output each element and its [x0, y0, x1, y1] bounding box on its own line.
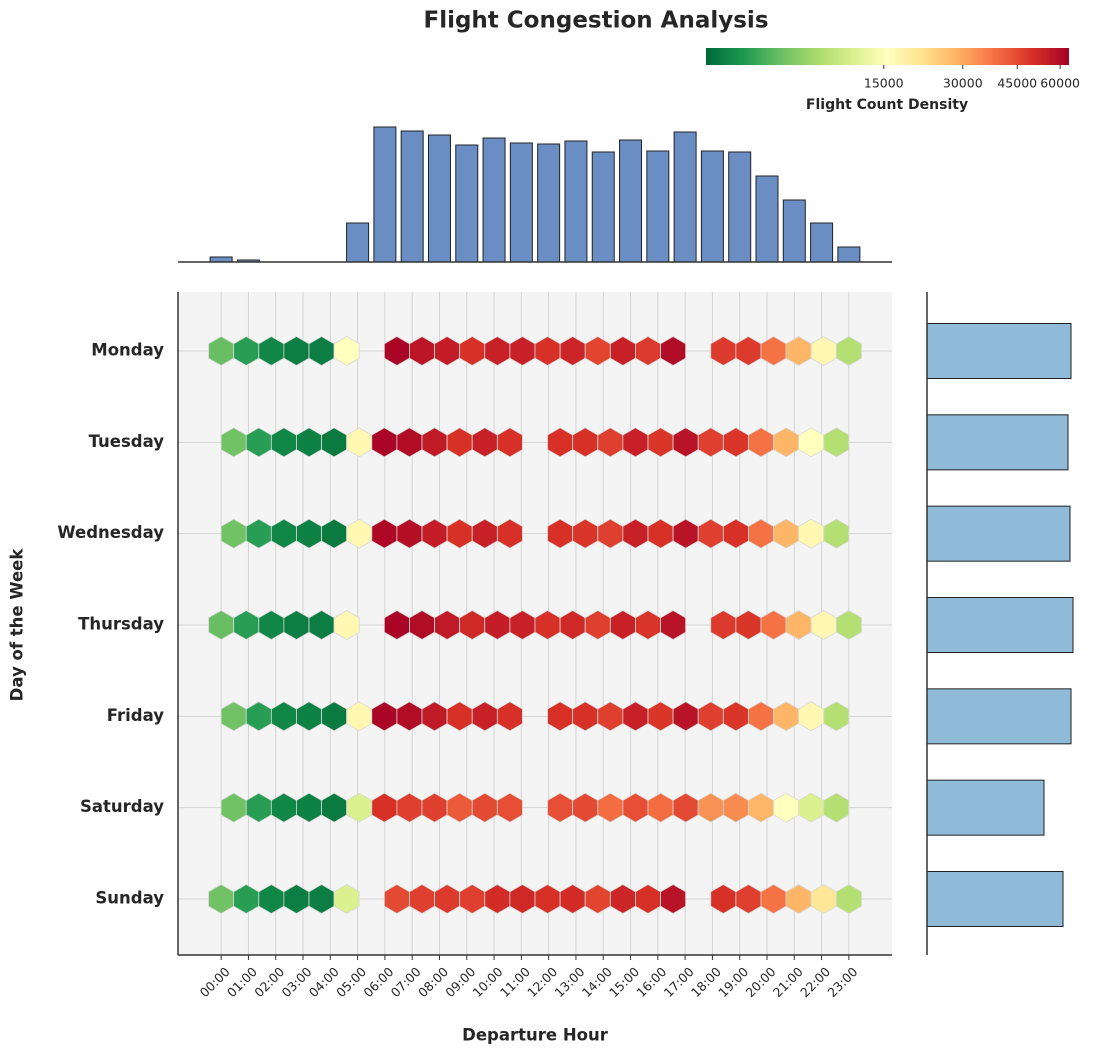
x-tick-label: 23:00	[824, 964, 860, 1000]
colorbar-tick-label: 45000	[997, 76, 1037, 91]
hour-bar	[482, 137, 506, 263]
x-tick-label: 17:00	[661, 964, 697, 1000]
hour-bar	[427, 134, 451, 263]
x-tick-label: 08:00	[415, 964, 451, 1000]
hour-bar	[673, 131, 697, 263]
hex-cell	[835, 336, 862, 366]
y-tick-label: Wednesday	[57, 523, 164, 542]
x-tick-label: 06:00	[360, 964, 396, 1000]
hour-bar	[591, 151, 615, 263]
y-tick-label: Friday	[107, 706, 164, 725]
x-tick-label: 18:00	[688, 964, 724, 1000]
y-tick-label: Sunday	[95, 889, 164, 908]
hex-cell	[823, 427, 850, 458]
y-tick-label: Tuesday	[89, 432, 165, 451]
y-tick-label: Saturday	[80, 797, 164, 816]
hex-cell	[660, 884, 687, 914]
hour-bar	[728, 151, 752, 263]
hour-bar	[810, 222, 834, 263]
x-tick-label: 12:00	[524, 964, 560, 1000]
hour-bar	[564, 140, 588, 263]
hex-cell	[333, 336, 360, 366]
day-bar	[926, 688, 1072, 745]
hex-cell	[835, 610, 862, 640]
x-tick-label: 03:00	[279, 964, 315, 1000]
y-tick-label: Monday	[91, 341, 164, 360]
hour-bar	[700, 150, 724, 263]
hex-cell	[823, 701, 850, 732]
hex-cell	[660, 610, 687, 640]
hex-cell	[823, 518, 850, 549]
colorbar-tick-label: 15000	[864, 76, 904, 91]
hex-cell	[823, 792, 850, 823]
hex-cell	[496, 427, 523, 458]
colorbar-tick-label: 30000	[943, 76, 983, 91]
x-tick-label: 10:00	[470, 964, 506, 1000]
x-tick-label: 13:00	[551, 964, 587, 1000]
hex-cell	[496, 701, 523, 732]
x-tick-label: 04:00	[306, 964, 342, 1000]
day-bar	[926, 414, 1069, 471]
hour-bar	[837, 246, 861, 263]
colorbar-tick-label: 60000	[1040, 76, 1080, 91]
colorbar-label: Flight Count Density	[806, 97, 968, 113]
day-bar	[926, 597, 1074, 653]
colorbar	[706, 48, 1069, 65]
hour-bar	[346, 222, 370, 263]
y-tick-label: Thursday	[78, 615, 164, 634]
day-bar	[926, 323, 1072, 379]
x-tick-label: 21:00	[770, 964, 806, 1000]
hour-bar	[646, 150, 670, 263]
hour-bar	[373, 126, 397, 263]
day-bar	[926, 779, 1045, 836]
x-tick-label: 01:00	[224, 964, 260, 1000]
x-tick-label: 19:00	[715, 964, 751, 1000]
y-axis-label: Day of the Week	[8, 548, 27, 702]
x-tick-label: 14:00	[579, 964, 615, 1000]
x-tick-label: 11:00	[497, 964, 533, 1000]
x-tick-label: 00:00	[197, 964, 233, 1000]
x-tick-label: 02:00	[251, 964, 287, 1000]
x-tick-label: 05:00	[333, 964, 369, 1000]
hex-cell	[835, 884, 862, 914]
day-bar	[926, 871, 1064, 927]
chart-title: Flight Congestion Analysis	[423, 8, 768, 34]
x-tick-label: 15:00	[606, 964, 642, 1000]
hour-bar	[782, 199, 806, 263]
day-bar	[926, 505, 1071, 562]
hour-bar	[755, 175, 779, 263]
hex-cell	[496, 792, 523, 823]
x-axis-label: Departure Hour	[462, 1026, 609, 1045]
hour-bar	[537, 143, 561, 263]
hour-bar	[619, 139, 643, 263]
hex-cell	[333, 610, 360, 640]
hex-cell	[660, 336, 687, 366]
hex-cell	[333, 884, 360, 914]
x-tick-label: 20:00	[743, 964, 779, 1000]
hex-cell	[496, 518, 523, 549]
x-tick-label: 16:00	[633, 964, 669, 1000]
x-tick-label: 07:00	[388, 964, 424, 1000]
hour-bar	[400, 130, 424, 263]
x-tick-label: 22:00	[797, 964, 833, 1000]
hour-bar	[509, 142, 533, 263]
hour-bar	[455, 144, 479, 263]
x-tick-label: 09:00	[442, 964, 478, 1000]
